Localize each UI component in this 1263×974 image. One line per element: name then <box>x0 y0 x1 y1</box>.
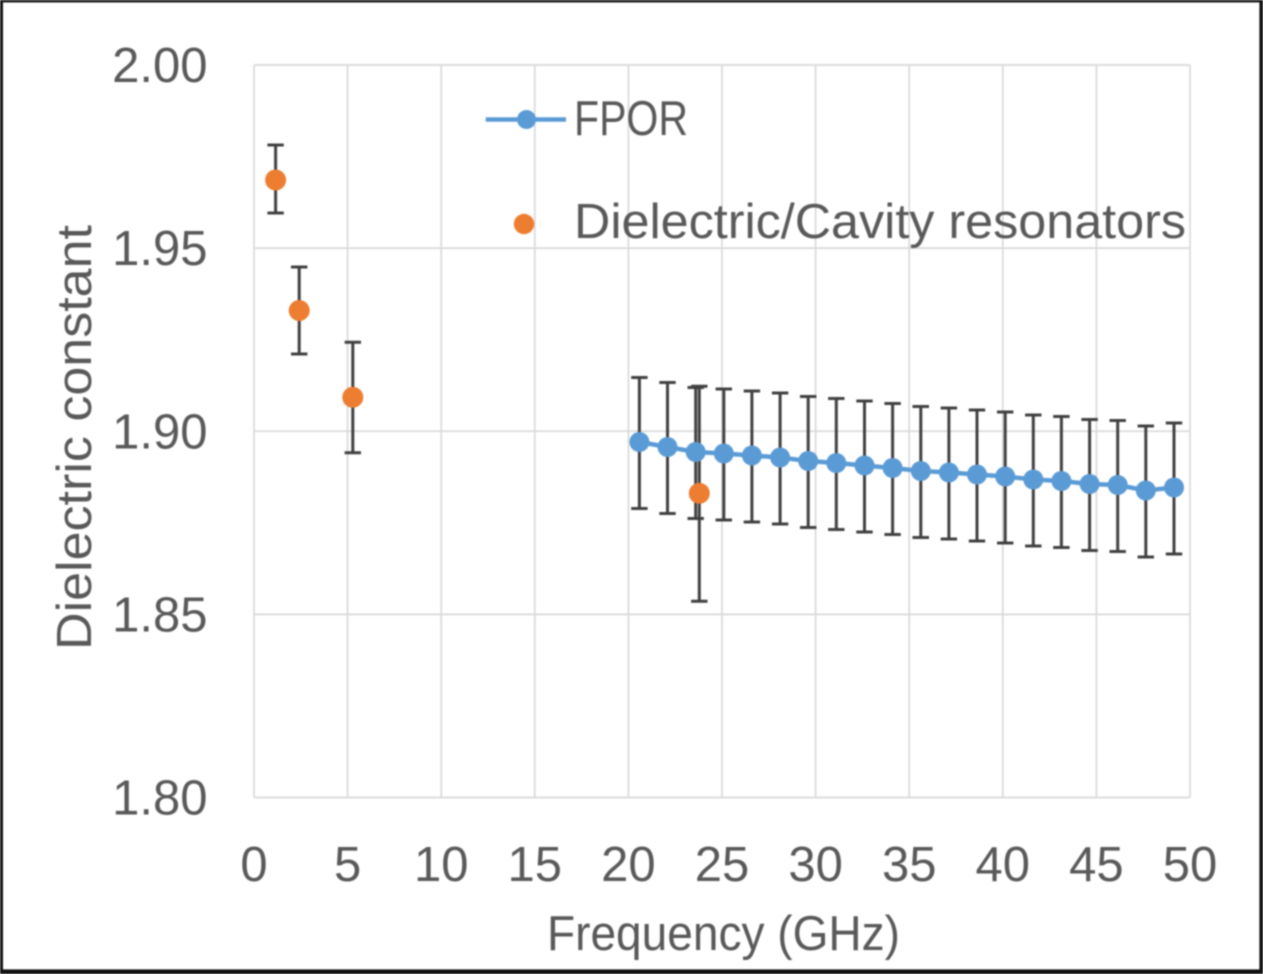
svg-text:10: 10 <box>414 838 469 892</box>
svg-text:FPOR: FPOR <box>574 92 688 146</box>
svg-text:1.80: 1.80 <box>112 772 207 826</box>
svg-text:20: 20 <box>601 838 656 892</box>
svg-text:1.90: 1.90 <box>112 405 207 459</box>
svg-text:5: 5 <box>334 838 361 892</box>
svg-text:35: 35 <box>882 838 937 892</box>
svg-text:30: 30 <box>788 838 843 892</box>
svg-text:50: 50 <box>1163 838 1218 892</box>
svg-text:2.00: 2.00 <box>112 39 207 93</box>
svg-text:45: 45 <box>1069 838 1124 892</box>
svg-text:Dielectric constant: Dielectric constant <box>48 225 102 650</box>
svg-text:1.85: 1.85 <box>112 588 207 642</box>
svg-text:15: 15 <box>508 838 563 892</box>
svg-text:Dielectric/Cavity resonators: Dielectric/Cavity resonators <box>574 195 1186 249</box>
svg-text:40: 40 <box>976 838 1031 892</box>
svg-text:Frequency (GHz): Frequency (GHz) <box>547 907 900 961</box>
svg-text:1.95: 1.95 <box>112 222 207 276</box>
svg-text:25: 25 <box>695 838 750 892</box>
svg-text:0: 0 <box>240 838 267 892</box>
